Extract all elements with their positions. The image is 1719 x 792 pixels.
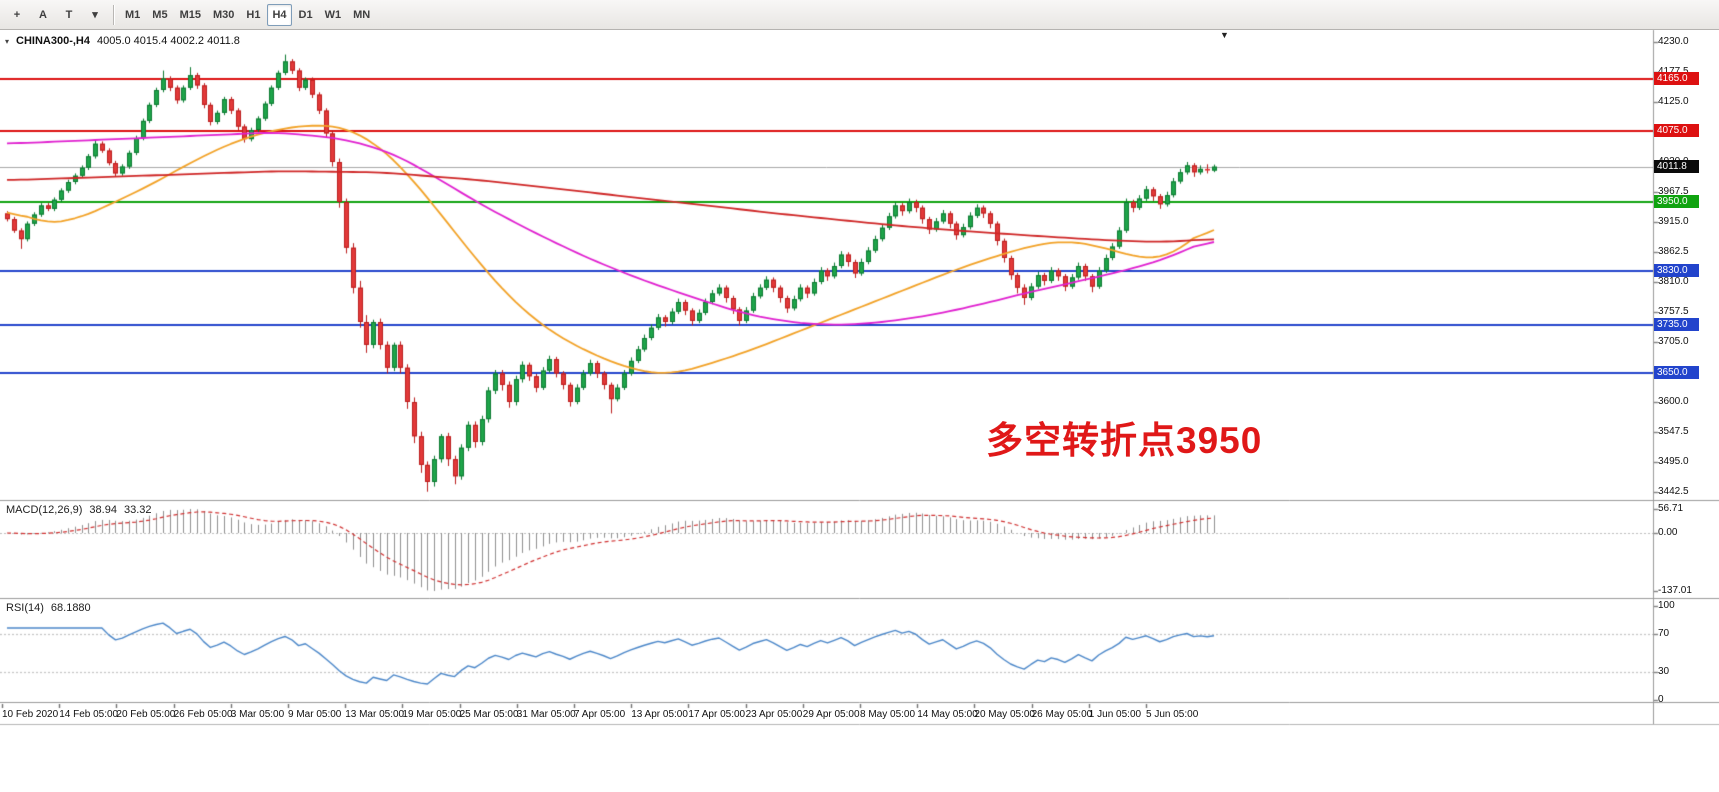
chart-annotation[interactable]: 多空转折点3950	[986, 420, 1263, 461]
timeframe-w1-button[interactable]: W1	[320, 4, 347, 26]
macd-value-signal: 33.32	[123, 504, 152, 516]
timeframe-h1-button[interactable]: H1	[241, 4, 265, 26]
drawing-dropdown-button[interactable]: ▾	[83, 4, 107, 26]
rsi-name: RSI(14)	[6, 602, 44, 614]
timeframe-mn-button[interactable]: MN	[348, 4, 375, 26]
timeframe-m5-button[interactable]: M5	[147, 4, 172, 26]
text-label-tool-button[interactable]: A	[31, 4, 55, 26]
timeframe-h4-button[interactable]: H4	[267, 3, 292, 26]
collapse-icon[interactable]: ▾	[5, 37, 10, 46]
rsi-value: 68.1880	[50, 602, 91, 614]
symbol-period-label: CHINA300-,H4	[16, 35, 90, 47]
chart-title: ▾ CHINA300-,H4 4005.0 4015.4 4002.2 4011…	[5, 35, 240, 47]
crosshair-tool-button[interactable]: +	[5, 4, 29, 26]
text-tool-button[interactable]: T	[57, 4, 81, 26]
time-axis[interactable]	[0, 704, 1653, 724]
drawing-tools-group: + A T ▾	[4, 4, 108, 26]
timeframe-d1-button[interactable]: D1	[294, 4, 318, 26]
macd-name: MACD(12,26,9)	[6, 504, 83, 516]
timeframe-group: M1 M5 M15 M30 H1 H4 D1 W1 MN	[119, 3, 376, 26]
macd-value-main: 38.94	[89, 504, 117, 516]
timeframe-m15-button[interactable]: M15	[175, 4, 206, 26]
ohlc-values: 4005.0 4015.4 4002.2 4011.8	[96, 35, 240, 47]
timeframe-m30-button[interactable]: M30	[208, 4, 239, 26]
timeframe-m1-button[interactable]: M1	[120, 4, 145, 26]
price-axis[interactable]	[1654, 30, 1719, 724]
toolbar-separator	[113, 4, 114, 25]
chart-shift-marker-icon[interactable]: ▼	[1220, 30, 1229, 40]
rsi-label: RSI(14) 68.1880	[6, 602, 91, 614]
macd-label: MACD(12,26,9) 38.94 33.32	[6, 504, 151, 516]
main-toolbar: + A T ▾ M1 M5 M15 M30 H1 H4 D1 W1 MN	[0, 0, 1719, 30]
